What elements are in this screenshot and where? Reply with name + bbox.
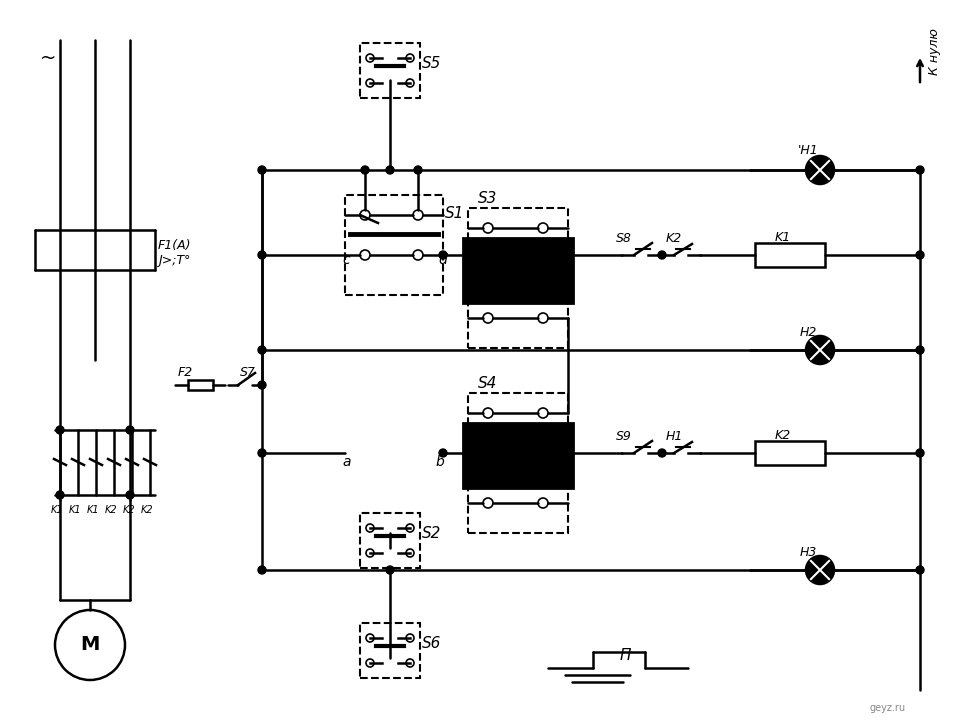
Text: K2: K2 (775, 428, 791, 441)
Circle shape (56, 491, 64, 499)
Text: M: M (81, 636, 100, 654)
Circle shape (658, 251, 666, 259)
Text: J>;T°: J>;T° (158, 253, 190, 266)
Circle shape (126, 426, 134, 434)
Bar (187, 380, 212, 390)
Circle shape (386, 566, 394, 574)
Text: K2: K2 (105, 505, 118, 515)
Text: F2: F2 (178, 366, 193, 379)
Circle shape (916, 251, 924, 259)
Text: K1: K1 (69, 505, 82, 515)
Circle shape (126, 491, 134, 499)
Bar (463, 423, 573, 488)
Text: ~: ~ (40, 48, 57, 68)
Text: F1(A): F1(A) (158, 238, 191, 251)
Bar (360, 513, 420, 568)
Circle shape (806, 556, 834, 584)
Text: S4: S4 (478, 376, 497, 390)
Text: S7: S7 (240, 366, 256, 379)
Bar (755, 243, 825, 267)
Circle shape (414, 166, 422, 174)
Circle shape (916, 566, 924, 574)
Circle shape (258, 166, 266, 174)
Text: 'H1: 'H1 (798, 143, 819, 156)
Circle shape (439, 251, 447, 259)
Circle shape (258, 251, 266, 259)
Circle shape (806, 156, 834, 184)
Bar (468, 393, 568, 533)
Text: S3: S3 (478, 191, 497, 205)
Text: b: b (435, 455, 444, 469)
Text: S8: S8 (616, 232, 632, 245)
Text: K1: K1 (87, 505, 100, 515)
Circle shape (439, 449, 447, 457)
Circle shape (56, 426, 64, 434)
Circle shape (916, 166, 924, 174)
Text: K1: K1 (51, 505, 63, 515)
Text: S6: S6 (422, 636, 442, 650)
Circle shape (258, 381, 266, 389)
Text: H1: H1 (666, 430, 684, 443)
Bar (360, 43, 420, 98)
Text: К нулю: К нулю (928, 28, 941, 75)
Text: K1: K1 (775, 230, 791, 243)
Bar (755, 441, 825, 465)
Circle shape (258, 566, 266, 574)
Text: K2: K2 (666, 232, 683, 245)
Circle shape (564, 251, 572, 259)
Circle shape (916, 346, 924, 354)
Circle shape (386, 166, 394, 174)
Text: S1: S1 (445, 205, 465, 220)
Text: H3: H3 (800, 546, 817, 559)
Text: H2: H2 (800, 325, 817, 338)
Text: S9: S9 (616, 430, 632, 443)
Text: geyz.ru: geyz.ru (870, 703, 906, 713)
Bar (468, 208, 568, 348)
Circle shape (658, 449, 666, 457)
Text: K2: K2 (141, 505, 154, 515)
Circle shape (916, 449, 924, 457)
Circle shape (361, 166, 369, 174)
Text: S2: S2 (422, 526, 442, 541)
Text: K2: K2 (123, 505, 135, 515)
Circle shape (258, 449, 266, 457)
Bar (463, 238, 573, 303)
Text: c: c (342, 253, 349, 267)
Text: S5: S5 (422, 55, 442, 71)
Circle shape (806, 336, 834, 364)
Circle shape (564, 449, 572, 457)
Circle shape (258, 346, 266, 354)
Text: a: a (342, 455, 350, 469)
Text: П: П (620, 647, 632, 662)
Text: d: d (438, 253, 446, 267)
Bar (345, 195, 443, 295)
Bar (360, 623, 420, 678)
